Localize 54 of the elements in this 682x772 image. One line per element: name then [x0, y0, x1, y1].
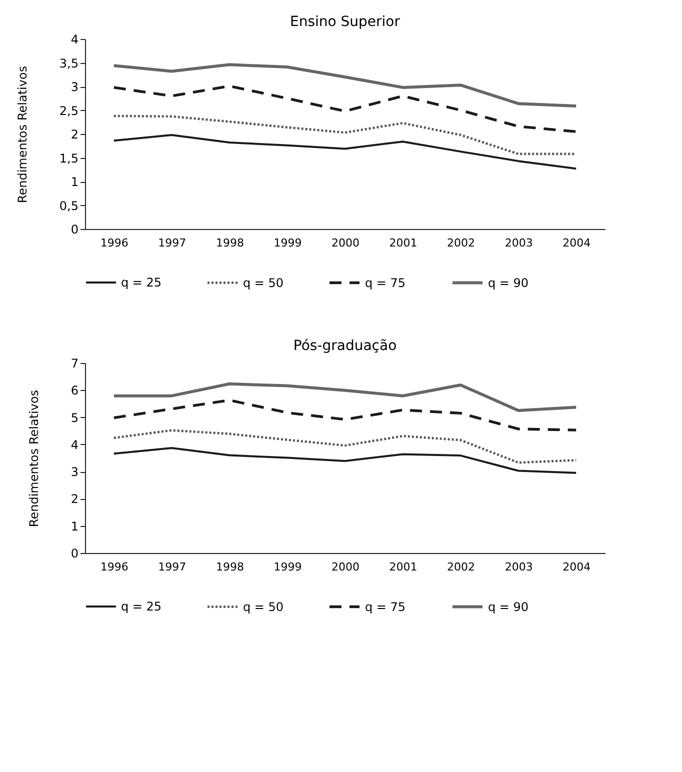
- line-series: [112, 429, 578, 464]
- y-tick-label: 0: [70, 222, 78, 236]
- x-tick-label: 2004: [562, 560, 591, 574]
- x-tick-label: 2000: [332, 560, 360, 574]
- y-tick-label: 3,5: [59, 56, 78, 70]
- x-tick-label: 1999: [274, 560, 302, 574]
- legend-label: q = 90: [488, 276, 529, 290]
- legend-label: q = 50: [243, 276, 284, 290]
- y-tick-label: 0: [70, 546, 78, 560]
- line-series: [112, 382, 578, 412]
- y-tick-label: 3: [70, 465, 78, 480]
- y-tick-label: 1: [70, 175, 78, 189]
- x-tick-label: 1998: [216, 236, 244, 250]
- x-tick-label: 1996: [100, 236, 128, 250]
- line-series: [112, 84, 578, 133]
- x-tick-label: 1997: [158, 236, 186, 250]
- line-series: [112, 446, 578, 474]
- y-tick-label: 1,5: [59, 151, 78, 166]
- x-tick-label: 1999: [274, 236, 302, 250]
- x-tick-label: 2000: [332, 236, 360, 250]
- y-axis-title: Rendimentos Relativos: [26, 390, 41, 528]
- x-tick-label: 2002: [447, 560, 476, 574]
- y-tick-label: 2,5: [59, 104, 78, 118]
- x-tick-label: 2004: [562, 236, 591, 250]
- x-tick-label: 2002: [447, 236, 476, 250]
- y-tick-label: 4: [70, 438, 78, 452]
- line-series: [112, 63, 578, 108]
- legend-label: q = 75: [365, 276, 406, 290]
- x-tick-label: 1996: [100, 560, 128, 574]
- legend-label: q = 25: [121, 276, 162, 290]
- chart-title: Ensino Superior: [290, 14, 400, 30]
- x-tick-label: 2001: [389, 560, 418, 574]
- y-tick-label: 3: [70, 80, 78, 94]
- y-tick-label: 5: [70, 410, 78, 425]
- line-series: [112, 398, 578, 432]
- legend-label: q = 75: [365, 600, 406, 614]
- y-tick-label: 4: [70, 32, 78, 46]
- chart-title: Pós-graduação: [293, 338, 397, 354]
- legend-label: q = 90: [488, 600, 529, 614]
- legend-label: q = 25: [121, 600, 162, 614]
- y-tick-label: 1: [70, 519, 78, 534]
- y-tick-label: 0,5: [59, 198, 78, 213]
- y-tick-label: 2: [70, 128, 78, 142]
- y-tick-label: 2: [70, 492, 78, 506]
- x-tick-label: 2001: [389, 236, 418, 250]
- legend-label: q = 50: [243, 600, 284, 614]
- x-tick-label: 2003: [504, 236, 533, 250]
- x-tick-label: 2003: [504, 560, 533, 574]
- y-tick-label: 6: [70, 384, 78, 398]
- x-tick-label: 1997: [158, 560, 186, 574]
- y-axis-title: Rendimentos Relativos: [15, 66, 30, 204]
- line-series: [112, 134, 578, 170]
- y-tick-label: 7: [70, 356, 78, 370]
- x-tick-label: 1998: [216, 560, 244, 574]
